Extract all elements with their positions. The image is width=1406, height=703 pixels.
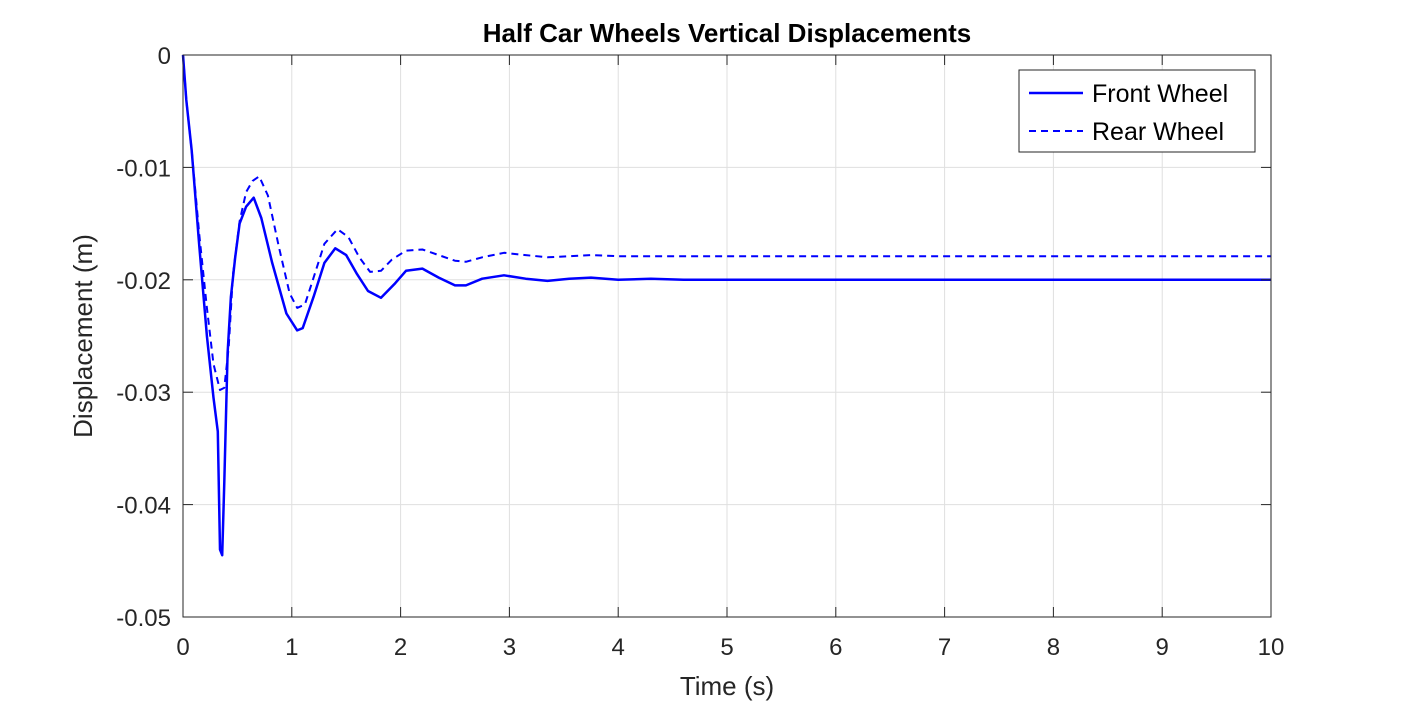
x-tick-label: 7	[938, 634, 951, 661]
front-wheel-line	[181, 54, 1271, 557]
legend-rear-wheel-label: Rear Wheel	[1092, 118, 1224, 146]
x-tick-label: 6	[829, 634, 842, 661]
y-tick-label: -0.05	[116, 605, 171, 632]
x-tick-label: 3	[503, 634, 516, 661]
x-tick-label: 1	[285, 634, 298, 661]
y-axis-label: Displacement (m)	[68, 234, 98, 438]
y-tick-label: -0.04	[116, 493, 171, 520]
legend-front-wheel-label: Front Wheel	[1092, 80, 1228, 108]
x-tick-label: 5	[720, 634, 733, 661]
y-tick-label: -0.01	[116, 155, 171, 182]
x-tick-label: 4	[612, 634, 625, 661]
y-tick-label: -0.02	[116, 268, 171, 295]
x-tick-label: 0	[176, 634, 189, 661]
series-layer	[181, 54, 1271, 557]
tick-labels: 0 1 2 3 4 5 6 7 8 9 10 0 -0.01 -0.02 -0.03 -0.04 -0.05	[116, 43, 1284, 661]
x-tick-label: 9	[1156, 634, 1169, 661]
rear-wheel-line	[182, 54, 1271, 391]
legend: Front Wheel Rear Wheel	[1018, 69, 1256, 153]
ticks	[182, 54, 1272, 618]
legend-box	[1018, 69, 1256, 153]
y-tick-label: -0.03	[116, 380, 171, 407]
y-tick-label: 0	[158, 43, 171, 70]
x-axis-label: Time (s)	[680, 671, 774, 701]
chart-title: Half Car Wheels Vertical Displacements	[483, 18, 971, 48]
x-tick-label: 8	[1047, 634, 1060, 661]
x-tick-label: 10	[1258, 634, 1285, 661]
x-tick-label: 2	[394, 634, 407, 661]
